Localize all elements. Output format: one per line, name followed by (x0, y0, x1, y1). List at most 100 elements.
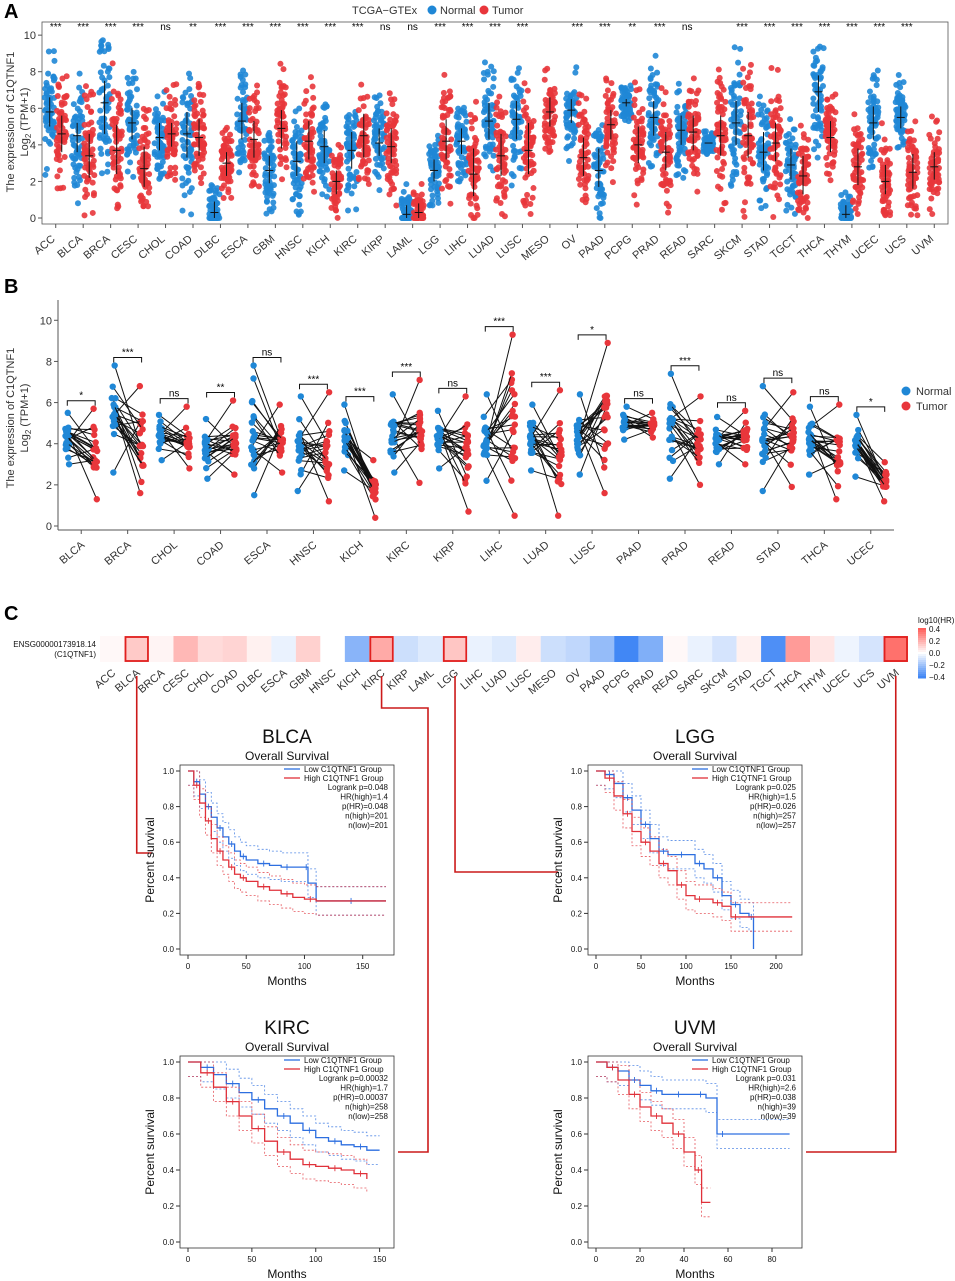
tumor-point (279, 436, 287, 444)
data-point (249, 157, 256, 164)
data-point (564, 90, 571, 97)
data-point (270, 199, 277, 206)
significance-label: *** (270, 22, 282, 33)
data-point (319, 191, 326, 198)
data-point (542, 127, 549, 134)
data-point (653, 152, 660, 159)
data-point (72, 113, 79, 120)
data-point (70, 161, 77, 168)
data-point (604, 149, 611, 156)
data-point (784, 186, 791, 193)
data-point (192, 113, 199, 120)
data-point (882, 212, 889, 219)
data-point (171, 151, 178, 158)
data-point (376, 92, 383, 99)
data-point (439, 134, 446, 141)
tumor-point (556, 387, 564, 394)
data-point (277, 60, 284, 67)
data-point (383, 110, 390, 117)
data-point (114, 201, 121, 208)
data-point (81, 172, 88, 179)
tumor-point (229, 423, 236, 430)
data-point (109, 121, 116, 128)
data-point (838, 192, 845, 199)
data-point (247, 117, 254, 124)
data-point (429, 192, 436, 199)
data-point (179, 182, 186, 189)
significance-label: *** (297, 22, 309, 33)
data-point (758, 111, 765, 118)
data-point (878, 120, 885, 127)
data-point (316, 128, 323, 135)
data-point (172, 164, 179, 171)
x-tick-label: OV (559, 233, 579, 253)
data-point (302, 97, 309, 104)
data-point (364, 93, 371, 100)
data-point (530, 185, 537, 192)
data-point (727, 181, 734, 188)
data-point (45, 48, 52, 55)
tumor-point (370, 456, 377, 464)
data-point (441, 71, 448, 78)
data-point (741, 126, 748, 133)
data-point (358, 81, 365, 88)
data-point (490, 83, 497, 90)
normal-point (388, 436, 395, 444)
data-point (784, 158, 791, 165)
data-point (867, 150, 874, 157)
data-point (904, 202, 911, 209)
data-point (154, 162, 161, 169)
data-point (454, 132, 461, 139)
x-tick-label: PAAD (577, 233, 607, 261)
data-point (481, 76, 488, 83)
normal-point (65, 461, 73, 468)
data-point (346, 155, 353, 162)
data-point (219, 167, 226, 174)
data-point (303, 143, 310, 150)
y-tick-label: 4 (30, 140, 36, 152)
data-point (290, 150, 297, 157)
significance-label: ns (169, 389, 180, 400)
data-point (307, 74, 314, 81)
data-point (275, 131, 282, 138)
tumor-point (508, 370, 516, 377)
data-point (590, 132, 597, 139)
data-point (605, 97, 612, 104)
x-tick-label: MESO (519, 233, 552, 263)
data-point (365, 121, 372, 128)
normal-point (158, 432, 165, 439)
normal-point (296, 415, 303, 423)
data-point (98, 170, 105, 177)
data-point (218, 148, 225, 155)
data-point (845, 193, 852, 200)
data-point (47, 87, 54, 94)
data-point (803, 146, 810, 153)
data-point (59, 125, 66, 132)
data-point (45, 70, 52, 77)
data-point (194, 123, 201, 130)
y-tick-label: 6 (46, 398, 52, 410)
data-point (772, 165, 779, 172)
data-point (758, 205, 765, 212)
significance-label: ns (380, 22, 391, 33)
data-point (47, 140, 54, 147)
data-point (98, 115, 105, 122)
data-point (185, 70, 192, 77)
data-point (814, 85, 821, 92)
data-point (109, 160, 116, 167)
data-point (51, 57, 58, 64)
data-point (105, 161, 112, 168)
data-point (345, 207, 352, 214)
data-point (526, 150, 533, 157)
significance-label: ns (407, 22, 418, 33)
data-point (756, 161, 763, 168)
data-point (191, 107, 198, 114)
data-point (866, 133, 873, 140)
normal-point (434, 407, 442, 414)
normal-point (480, 413, 487, 421)
data-point (146, 184, 153, 191)
data-point (445, 94, 452, 101)
data-point (76, 84, 83, 91)
data-point (721, 160, 728, 167)
data-point (775, 93, 782, 100)
